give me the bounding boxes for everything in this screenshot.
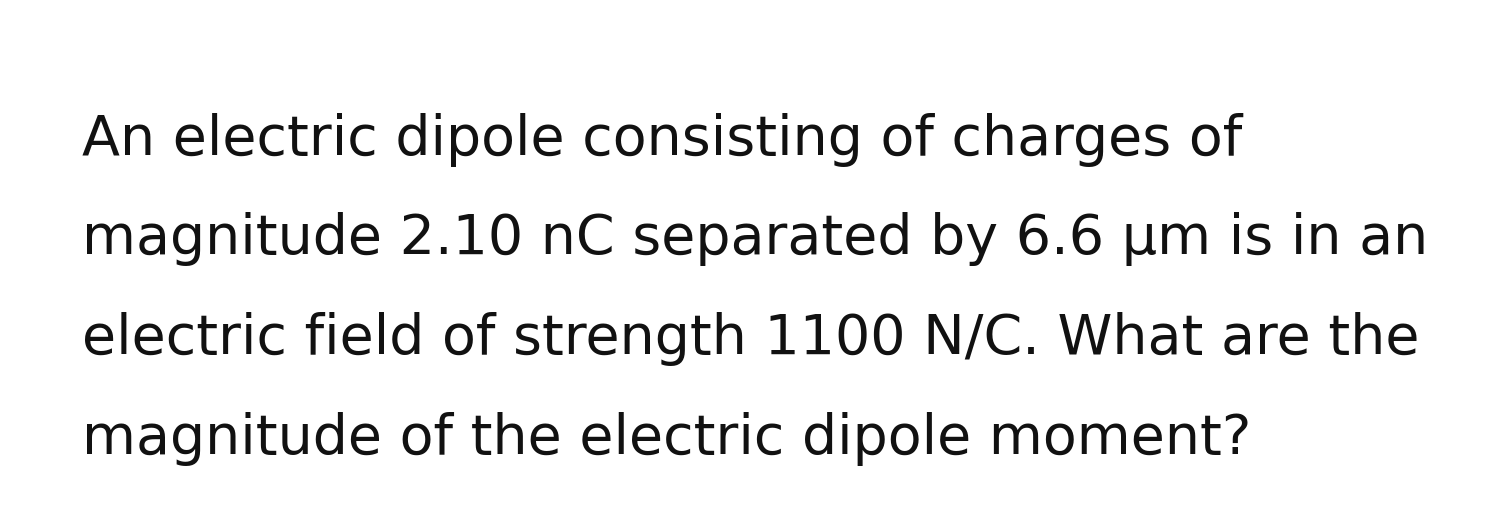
- Text: electric field of strength 1100 N/C. What are the: electric field of strength 1100 N/C. Wha…: [82, 312, 1420, 366]
- Text: An electric dipole consisting of charges of: An electric dipole consisting of charges…: [82, 113, 1242, 166]
- Text: magnitude 2.10 nC separated by 6.6 μm is in an: magnitude 2.10 nC separated by 6.6 μm is…: [82, 212, 1428, 266]
- Text: magnitude of the electric dipole moment?: magnitude of the electric dipole moment?: [82, 412, 1252, 466]
